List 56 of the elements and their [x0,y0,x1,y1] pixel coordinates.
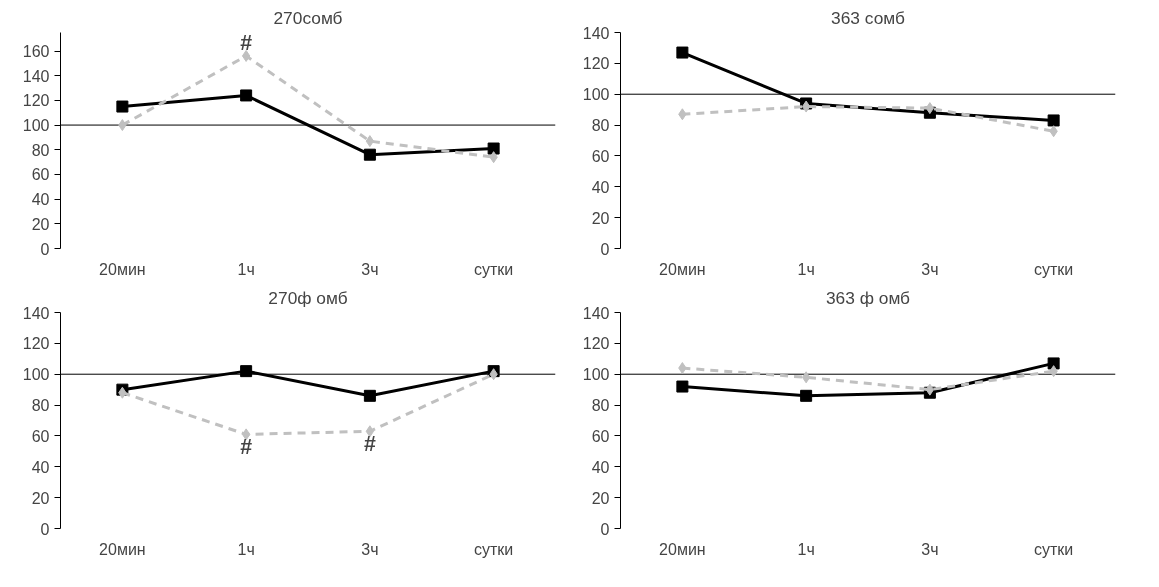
y-tick-label: 100 [22,117,50,135]
y-tick-label: 60 [591,147,610,165]
x-tick-label: 20мин [99,260,146,278]
y-tick-label: 40 [591,458,610,476]
y-tick-label: 0 [40,240,50,258]
y-tick-label: 160 [22,43,50,61]
x-tick-label: сутки [473,540,514,558]
x-tick-label: 1ч [797,540,815,558]
y-tick-label: 140 [22,304,50,322]
chart-title: 270сомб [273,7,343,28]
annotation: # [240,30,253,55]
chart-title: 363 сомб [831,7,906,28]
x-tick-label: 20мин [659,540,706,558]
x-tick-label: 1ч [237,540,255,558]
y-tick-label: 60 [591,427,610,445]
x-tick-label: 20мин [659,260,706,278]
y-tick-label: 120 [582,335,610,353]
x-tick-label: 3ч [921,260,939,278]
y-tick-label: 140 [582,304,610,322]
x-tick-label: 1ч [797,260,815,278]
y-tick-label: 140 [582,24,610,42]
y-tick-label: 120 [582,55,610,73]
x-tick-label: 3ч [361,260,379,278]
annotation: # [363,432,376,457]
y-tick-label: 20 [31,489,50,507]
x-tick-label: 1ч [237,260,255,278]
y-tick-label: 60 [31,427,50,445]
chart-title: 270ф омб [268,287,348,308]
annotation: # [240,435,253,460]
y-tick-label: 0 [600,240,610,258]
y-tick-label: 120 [22,92,50,110]
y-tick-label: 40 [591,178,610,196]
chart-title: 363 ф омб [825,287,911,308]
x-tick-label: 3ч [921,540,939,558]
y-tick-label: 100 [582,366,610,384]
y-tick-label: 80 [591,397,610,415]
x-tick-label: сутки [1033,540,1074,558]
y-tick-label: 100 [22,366,50,384]
y-tick-label: 100 [582,86,610,104]
y-tick-label: 80 [31,141,50,159]
x-tick-label: 20мин [99,540,146,558]
y-tick-label: 40 [31,191,50,209]
y-tick-label: 40 [31,458,50,476]
y-tick-label: 20 [591,209,610,227]
y-tick-label: 0 [40,520,50,538]
y-tick-label: 20 [591,489,610,507]
x-tick-label: 3ч [361,540,379,558]
y-tick-label: 60 [31,166,50,184]
y-tick-label: 140 [22,67,50,85]
y-tick-label: 20 [31,215,50,233]
x-tick-label: сутки [1033,260,1074,278]
x-tick-label: сутки [473,260,514,278]
y-tick-label: 80 [31,397,50,415]
y-tick-label: 120 [22,335,50,353]
y-tick-label: 0 [600,520,610,538]
y-tick-label: 80 [591,117,610,135]
